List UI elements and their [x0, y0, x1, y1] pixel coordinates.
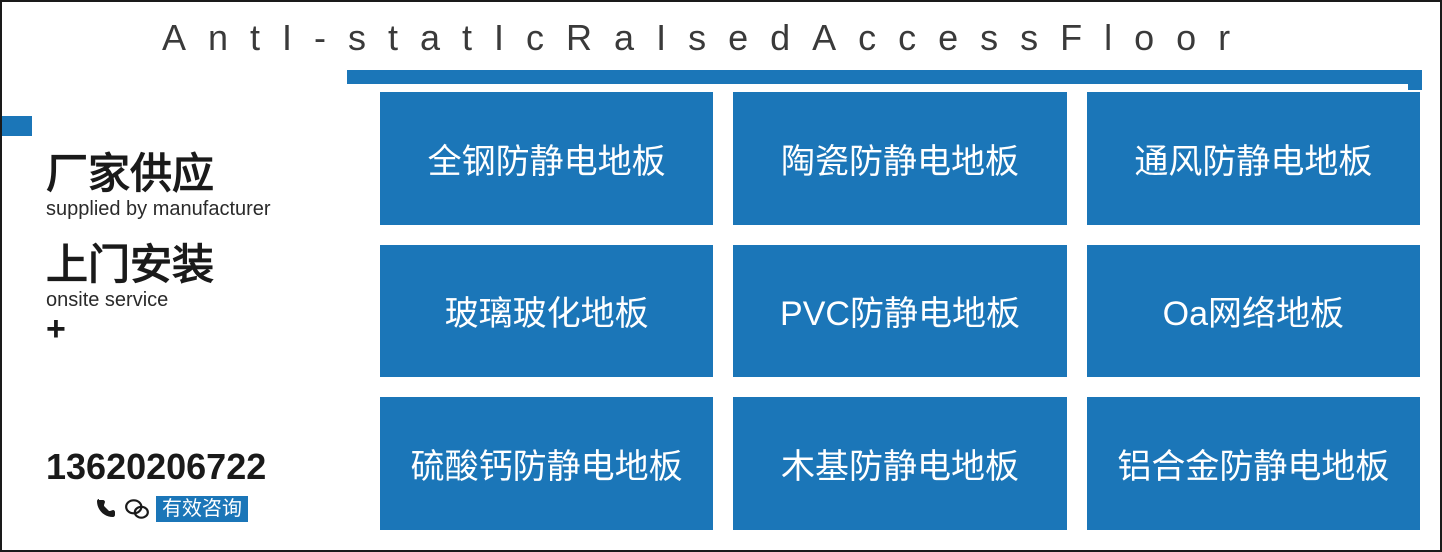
phone-number: 13620206722 [46, 446, 266, 488]
tile-ventilated: 通风防静电地板 [1087, 92, 1420, 225]
tile-aluminum: 铝合金防静电地板 [1087, 397, 1420, 530]
tile-wood: 木基防静电地板 [733, 397, 1066, 530]
product-grid: 全钢防静电地板 陶瓷防静电地板 通风防静电地板 玻璃玻化地板 PVC防静电地板 … [380, 92, 1420, 530]
service-heading-en: onsite service [46, 289, 356, 312]
tile-ceramic: 陶瓷防静电地板 [733, 92, 1066, 225]
left-accent-stub [2, 116, 32, 136]
consult-badge: 有效咨询 [156, 496, 248, 522]
contact-row: 有效咨询 [92, 496, 248, 522]
service-block: 上门安装 onsite service + [46, 243, 356, 346]
header-title: AntI-statIcRaIsedAccessFloor [162, 17, 1420, 59]
tile-label: 全钢防静电地板 [428, 134, 666, 183]
tile-label: 铝合金防静电地板 [1117, 439, 1389, 488]
tile-label: 玻璃玻化地板 [445, 286, 649, 335]
service-heading-cn: 上门安装 [46, 243, 356, 287]
tile-steel: 全钢防静电地板 [380, 92, 713, 225]
tile-pvc: PVC防静电地板 [733, 245, 1066, 378]
tile-glass: 玻璃玻化地板 [380, 245, 713, 378]
phone-icon [92, 496, 118, 522]
tile-label: Oa网络地板 [1163, 286, 1344, 335]
tile-label: 通风防静电地板 [1134, 134, 1372, 183]
plus-symbol: + [46, 312, 356, 346]
tile-label: 陶瓷防静电地板 [781, 134, 1019, 183]
supply-heading-en: supplied by manufacturer [46, 198, 356, 221]
banner-canvas: AntI-statIcRaIsedAccessFloor 厂家供应 suppli… [0, 0, 1442, 552]
supply-block: 厂家供应 supplied by manufacturer [46, 152, 356, 221]
wechat-icon [124, 496, 150, 522]
tile-calcium: 硫酸钙防静电地板 [380, 397, 713, 530]
left-column: 厂家供应 supplied by manufacturer 上门安装 onsit… [46, 152, 356, 346]
tile-label: PVC防静电地板 [780, 286, 1020, 335]
tile-oa: Oa网络地板 [1087, 245, 1420, 378]
corner-accent [347, 70, 1422, 90]
tile-label: 木基防静电地板 [781, 439, 1019, 488]
supply-heading-cn: 厂家供应 [46, 152, 356, 196]
tile-label: 硫酸钙防静电地板 [411, 439, 683, 488]
